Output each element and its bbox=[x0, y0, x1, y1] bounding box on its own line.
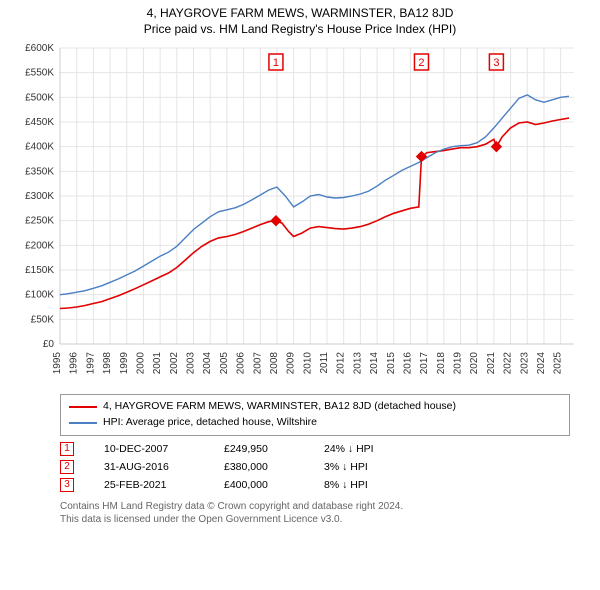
sale-point-2 bbox=[416, 152, 426, 162]
x-tick-label: 2019 bbox=[453, 352, 464, 375]
x-tick-label: 2009 bbox=[286, 352, 297, 375]
legend-row: HPI: Average price, detached house, Wilt… bbox=[69, 415, 561, 431]
sales-row: 1 10-DEC-2007 £249,950 24% ↓ HPI bbox=[60, 440, 570, 458]
footer-line-2: This data is licensed under the Open Gov… bbox=[60, 513, 570, 526]
x-tick-label: 2014 bbox=[369, 352, 380, 375]
chart-svg: £0 £50K £100K £150K £200K £250K £300K £350K £400… bbox=[10, 38, 590, 388]
x-tick-label: 2003 bbox=[186, 352, 197, 375]
y-tick-label: £350K bbox=[25, 166, 54, 177]
x-tick-label: 1998 bbox=[102, 352, 113, 375]
footer-attribution: Contains HM Land Registry data © Crown c… bbox=[60, 500, 570, 526]
x-tick-label: 2010 bbox=[302, 352, 313, 375]
legend-row: 4, HAYGROVE FARM MEWS, WARMINSTER, BA12 … bbox=[69, 399, 561, 415]
y-tick-label: £100K bbox=[25, 290, 54, 301]
x-tick-label: 1997 bbox=[85, 352, 96, 375]
y-tick-label: £550K bbox=[25, 68, 54, 79]
y-tick-label: £400K bbox=[25, 142, 54, 153]
x-tick-label: 2020 bbox=[469, 352, 480, 375]
sales-delta: 24% ↓ HPI bbox=[324, 443, 414, 455]
y-tick-label: £250K bbox=[25, 216, 54, 227]
x-tick-label: 2008 bbox=[269, 352, 280, 375]
x-tick-label: 2002 bbox=[169, 352, 180, 375]
sales-row: 2 31-AUG-2016 £380,000 3% ↓ HPI bbox=[60, 458, 570, 476]
x-tick-label: 2018 bbox=[436, 352, 447, 375]
footer-line-1: Contains HM Land Registry data © Crown c… bbox=[60, 500, 570, 513]
sales-row: 3 25-FEB-2021 £400,000 8% ↓ HPI bbox=[60, 476, 570, 494]
x-tick-label: 2007 bbox=[252, 352, 263, 375]
x-tick-label: 2024 bbox=[536, 352, 547, 375]
sales-marker: 3 bbox=[60, 478, 74, 492]
legend-label: HPI: Average price, detached house, Wilt… bbox=[103, 415, 317, 431]
x-tick-label: 1995 bbox=[52, 352, 63, 375]
sales-date: 31-AUG-2016 bbox=[104, 461, 194, 473]
y-tick-label: £500K bbox=[25, 92, 54, 103]
x-tick-label: 2016 bbox=[402, 352, 413, 375]
sales-date: 25-FEB-2021 bbox=[104, 479, 194, 491]
legend: 4, HAYGROVE FARM MEWS, WARMINSTER, BA12 … bbox=[60, 394, 570, 436]
x-tick-label: 2022 bbox=[503, 352, 514, 375]
x-tick-label: 2015 bbox=[386, 352, 397, 375]
y-tick-label: £450K bbox=[25, 117, 54, 128]
sales-table: 1 10-DEC-2007 £249,950 24% ↓ HPI 2 31-AUG-201… bbox=[60, 440, 570, 494]
sales-price: £380,000 bbox=[224, 461, 294, 473]
y-tick-label: £50K bbox=[31, 314, 55, 325]
x-tick-label: 2004 bbox=[202, 352, 213, 375]
y-tick-label: £200K bbox=[25, 240, 54, 251]
sales-marker: 2 bbox=[60, 460, 74, 474]
x-tick-label: 2012 bbox=[336, 352, 347, 375]
sale-callout-label-2: 2 bbox=[418, 57, 424, 69]
y-tick-label: £0 bbox=[43, 339, 55, 350]
sales-marker: 1 bbox=[60, 442, 74, 456]
y-tick-label: £300K bbox=[25, 191, 54, 202]
series-hpi bbox=[60, 95, 569, 295]
sales-date: 10-DEC-2007 bbox=[104, 443, 194, 455]
x-tick-label: 2023 bbox=[519, 352, 530, 375]
x-tick-label: 2001 bbox=[152, 352, 163, 375]
sales-price: £400,000 bbox=[224, 479, 294, 491]
x-tick-label: 1996 bbox=[69, 352, 80, 375]
sales-delta: 8% ↓ HPI bbox=[324, 479, 414, 491]
x-tick-label: 2013 bbox=[352, 352, 363, 375]
sale-point-3 bbox=[491, 142, 501, 152]
sale-callout-label-3: 3 bbox=[493, 57, 499, 69]
legend-swatch bbox=[69, 406, 97, 408]
sale-point-1 bbox=[271, 216, 281, 226]
sales-price: £249,950 bbox=[224, 443, 294, 455]
x-tick-label: 2017 bbox=[419, 352, 430, 375]
x-tick-label: 2005 bbox=[219, 352, 230, 375]
x-tick-label: 2006 bbox=[236, 352, 247, 375]
x-tick-label: 2011 bbox=[319, 352, 330, 374]
sales-delta: 3% ↓ HPI bbox=[324, 461, 414, 473]
y-tick-label: £150K bbox=[25, 265, 54, 276]
y-tick-label: £600K bbox=[25, 43, 54, 54]
sale-callout-label-1: 1 bbox=[273, 57, 279, 69]
chart-title: 4, HAYGROVE FARM MEWS, WARMINSTER, BA12 … bbox=[10, 6, 590, 20]
legend-swatch bbox=[69, 422, 97, 424]
legend-label: 4, HAYGROVE FARM MEWS, WARMINSTER, BA12 … bbox=[103, 399, 456, 415]
x-tick-label: 1999 bbox=[119, 352, 130, 375]
line-chart: £0 £50K £100K £150K £200K £250K £300K £350K £400… bbox=[10, 38, 590, 388]
x-tick-label: 2021 bbox=[486, 352, 497, 375]
x-tick-label: 2025 bbox=[553, 352, 564, 375]
x-tick-label: 2000 bbox=[135, 352, 146, 375]
chart-subtitle: Price paid vs. HM Land Registry's House … bbox=[10, 22, 590, 36]
